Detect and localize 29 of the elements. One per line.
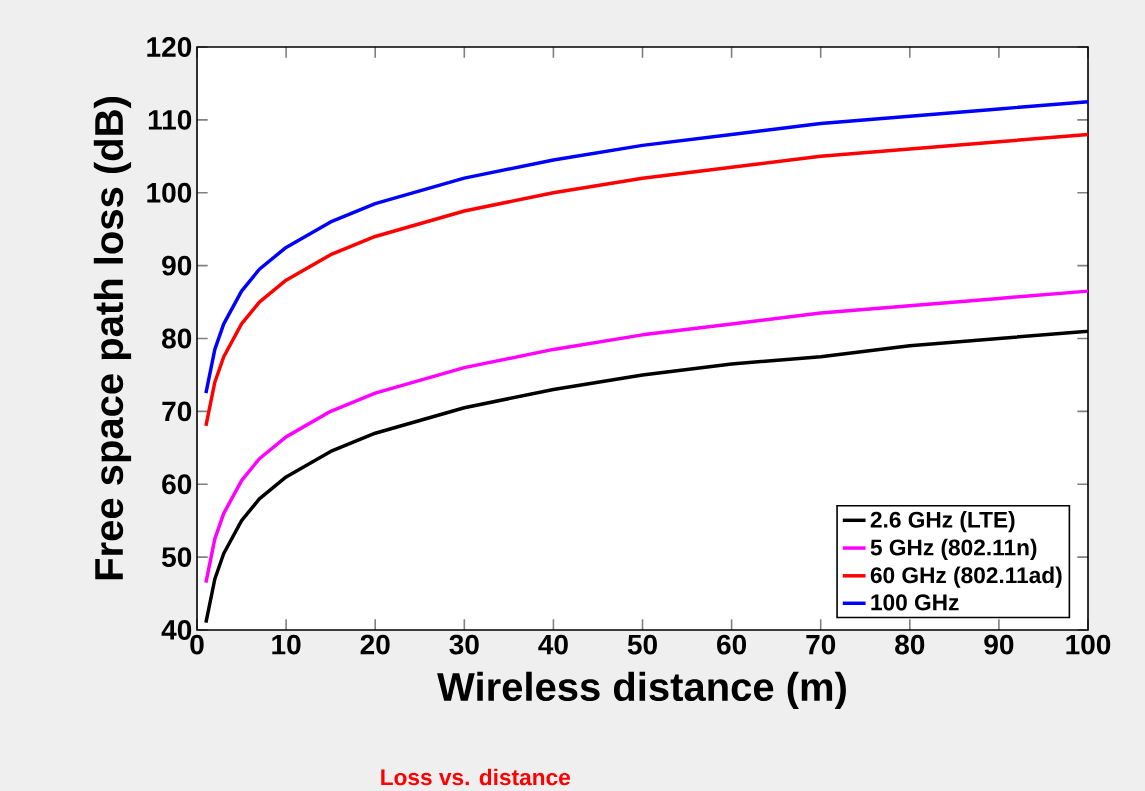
y-tick-label: 50 <box>162 547 192 568</box>
x-tick-label: 30 <box>449 634 479 655</box>
x-tick-label: 60 <box>717 634 747 655</box>
y-tick-label: 40 <box>161 620 192 640</box>
legend-label: 60 GHz (802.11ad) <box>870 566 1062 588</box>
legend-label: 100 GHz <box>871 594 959 611</box>
x-tick-label: 100 <box>1066 634 1111 655</box>
y-tick-label: 60 <box>162 474 192 495</box>
y-tick-label: 110 <box>148 109 192 130</box>
y-tick-label: 70 <box>162 401 192 422</box>
x-axis-title: Wireless distance (m) <box>437 671 846 709</box>
y-tick-label: 80 <box>162 328 192 349</box>
legend-label: 5 GHz (802.11n) <box>870 538 1037 560</box>
line-series <box>204 132 1089 428</box>
text: Loss vs. distance <box>381 768 571 786</box>
y-tick-label: 100 <box>147 182 192 203</box>
x-tick-label: 50 <box>627 634 657 655</box>
x-tick-label: 10 <box>272 634 301 655</box>
line-series <box>204 99 1089 395</box>
x-tick-label: 70 <box>806 634 836 655</box>
x-tick-label: 80 <box>895 634 925 655</box>
y-tick-label: 120 <box>147 37 192 57</box>
x-tick-label: 40 <box>538 634 568 655</box>
y-axis-title: Free space path loss (dB) <box>93 97 132 580</box>
x-tick-label: 0 <box>190 634 204 655</box>
x-tick-label: 20 <box>360 634 390 655</box>
x-tick-label: 90 <box>984 634 1014 655</box>
legend-label: 2.6 GHz (LTE) <box>870 511 1015 533</box>
y-tick-label: 90 <box>162 255 192 276</box>
